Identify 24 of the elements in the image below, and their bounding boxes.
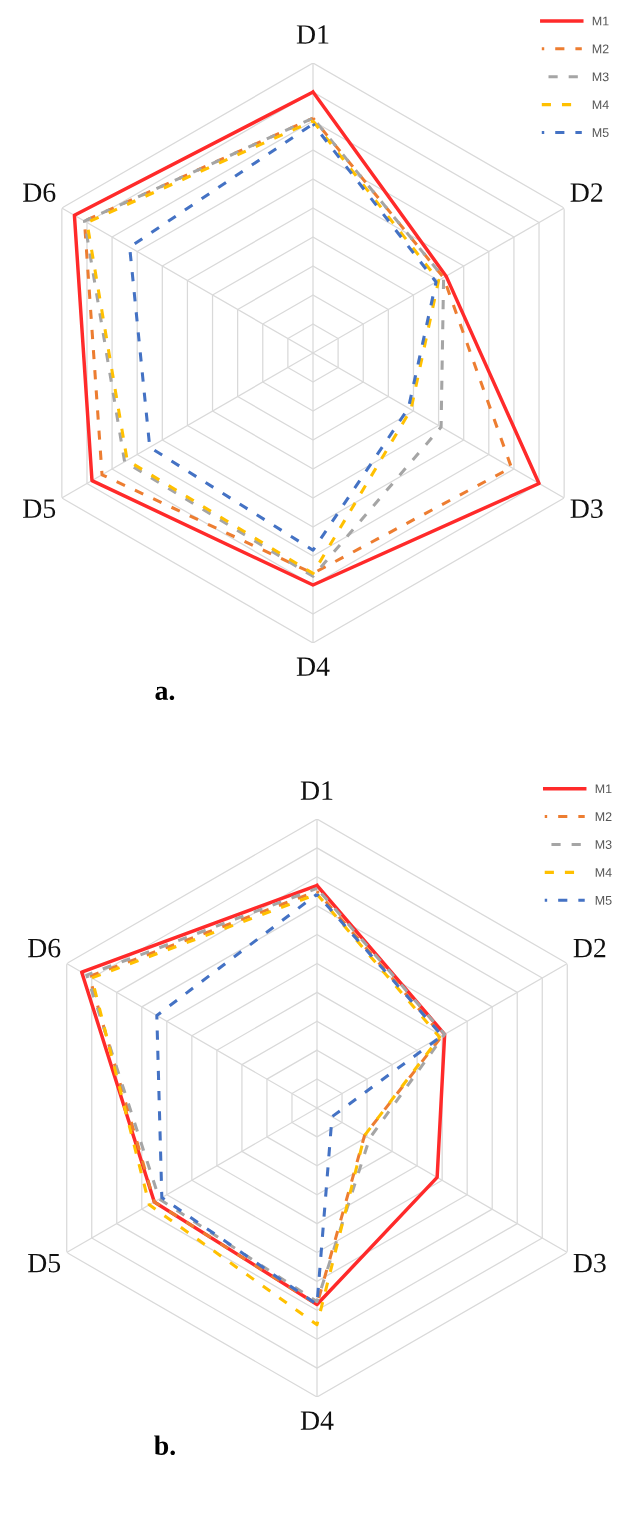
spoke-label: D2 xyxy=(570,183,603,202)
legend-label: M1 xyxy=(595,784,612,794)
spoke-label: D3 xyxy=(573,1253,606,1273)
legend-label: M4 xyxy=(595,868,612,877)
spoke-label: D2 xyxy=(573,938,606,958)
spoke-label: D1 xyxy=(300,781,333,800)
spoke-label: D6 xyxy=(28,938,61,958)
spoke-label: D1 xyxy=(296,25,329,44)
spoke-label: D4 xyxy=(296,657,330,676)
legend-label: M5 xyxy=(592,128,609,138)
legend-label: M4 xyxy=(592,100,609,110)
text: b. xyxy=(154,1435,175,1456)
legend-label: M1 xyxy=(592,16,609,26)
legend-label: M3 xyxy=(595,840,612,849)
spoke-label: D3 xyxy=(570,499,603,518)
spoke-label: D5 xyxy=(23,499,56,518)
legend-label: M3 xyxy=(592,72,609,82)
spoke-label: D5 xyxy=(28,1253,61,1273)
spoke-label: D4 xyxy=(300,1411,334,1430)
legend-label: M2 xyxy=(592,44,609,54)
legend-label: M2 xyxy=(595,812,612,821)
legend-label: M5 xyxy=(595,896,612,905)
spoke-label: D6 xyxy=(23,183,56,202)
text: a. xyxy=(155,686,175,701)
